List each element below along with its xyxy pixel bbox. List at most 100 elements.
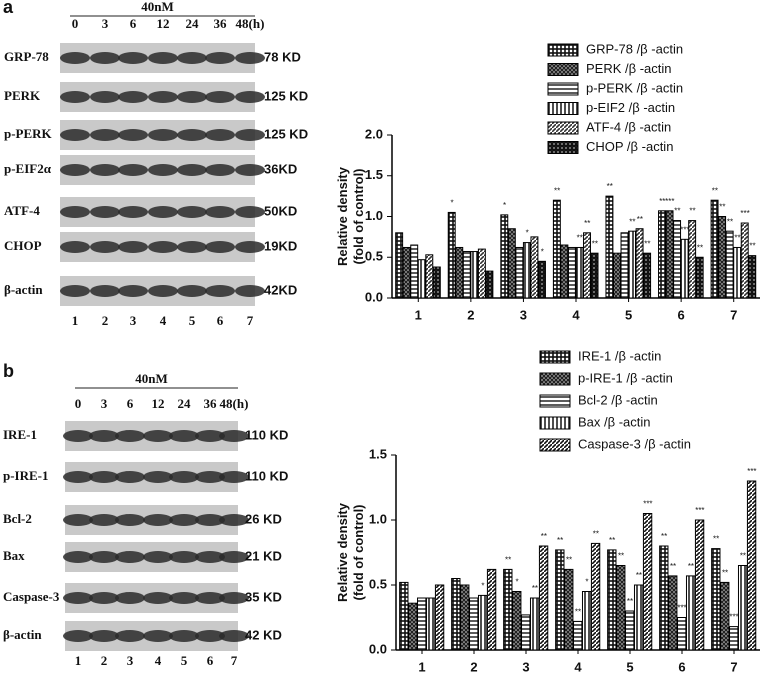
blot-band (169, 630, 199, 642)
legend-label: PERK /β -actin (586, 61, 672, 76)
legend-label: p-PERK /β -actin (586, 80, 683, 95)
y-tick-label: 0.5 (369, 576, 387, 591)
lane-label: 2 (101, 653, 108, 668)
blot-band (118, 164, 148, 176)
panel-label: a (3, 0, 14, 17)
blot-band (177, 164, 207, 176)
significance: ** (629, 217, 635, 226)
legend-swatch (547, 121, 579, 135)
x-tick-label: 4 (574, 659, 582, 672)
bar (605, 195, 614, 299)
significance: ** (607, 182, 613, 191)
significance: *** (747, 467, 756, 476)
significance: *** (729, 613, 738, 622)
bar (659, 545, 669, 651)
blot-band (235, 52, 265, 64)
blot-band (63, 630, 93, 642)
protein-name: Bcl-2 (3, 511, 32, 526)
protein-name: PERK (4, 88, 41, 103)
legend-swatch (547, 63, 579, 76)
significance: ** (505, 556, 511, 565)
time-label: 3 (102, 16, 109, 31)
protein-size: 35 KD (245, 589, 282, 604)
blot-band (235, 206, 265, 218)
legend-swatch (539, 438, 571, 452)
time-label: 0 (72, 16, 79, 31)
bar (515, 246, 524, 299)
protein-size: 19KD (264, 238, 297, 253)
bar (710, 199, 719, 299)
bar (432, 266, 441, 299)
blot-band (169, 551, 199, 563)
significance: ** (661, 532, 667, 541)
blot-band (118, 129, 148, 141)
lane-label: 4 (155, 653, 162, 668)
blot-band (115, 514, 145, 526)
significance: ** (659, 197, 665, 206)
blot-band (205, 91, 235, 103)
significance: * (515, 578, 518, 587)
blot-band (177, 285, 207, 297)
protein-name: ATF-4 (4, 203, 40, 218)
blot-band (195, 430, 225, 442)
x-tick-label: 4 (572, 307, 580, 322)
y-axis-label: Relative density(fold of control) (335, 166, 366, 266)
time-label: 0 (75, 396, 82, 411)
significance: ** (593, 530, 599, 539)
significance: ** (618, 552, 624, 561)
blot-band (60, 91, 90, 103)
bar (425, 597, 436, 651)
legend-label: Bax /β -actin (578, 414, 651, 429)
significance: *** (680, 225, 689, 234)
legend-swatch (547, 102, 579, 115)
blot-band (115, 630, 145, 642)
bar (725, 230, 734, 299)
bar (573, 620, 583, 651)
bar (581, 591, 592, 651)
blot-band (118, 91, 148, 103)
significance: ** (674, 207, 680, 216)
blot-band (143, 471, 173, 483)
blot-band (143, 592, 173, 604)
time-label: 6 (130, 16, 137, 31)
y-axis-label: Relative density(fold of control) (335, 502, 366, 602)
bar (668, 575, 678, 651)
significance: ** (722, 569, 728, 578)
blot-band (143, 630, 173, 642)
x-tick-label: 5 (626, 659, 633, 672)
blot-band (235, 164, 265, 176)
protein-name: p-EIF2α (4, 161, 52, 176)
protein-size: 110 KD (245, 427, 288, 442)
blot-band (89, 430, 119, 442)
bar (417, 259, 426, 299)
blot-band (60, 164, 90, 176)
protein-name: CHOP (4, 238, 42, 253)
bar (395, 232, 404, 299)
blot-band (115, 430, 145, 442)
bar (620, 232, 629, 299)
blot-band (235, 91, 265, 103)
lane-label: 6 (217, 313, 224, 328)
y-tick-label: 0.5 (365, 249, 383, 264)
blot-band (115, 471, 145, 483)
blot-band (143, 514, 173, 526)
protein-size: 36KD (264, 161, 297, 176)
blot-band (63, 592, 93, 604)
blot-band (60, 129, 90, 141)
bar (462, 251, 471, 299)
lane-label: 1 (75, 653, 82, 668)
significance: * (585, 578, 588, 587)
x-tick-label: 1 (415, 307, 422, 322)
lane-label: 1 (72, 313, 79, 328)
blot-band (143, 551, 173, 563)
time-label: 48(h) (236, 16, 265, 31)
bar (410, 244, 419, 299)
significance: ** (636, 571, 642, 580)
bar (538, 545, 549, 651)
blot-band (195, 592, 225, 604)
bar (746, 480, 757, 651)
time-label: 6 (127, 396, 134, 411)
significance: ** (609, 536, 615, 545)
bar (402, 246, 411, 299)
time-label: 12 (157, 16, 170, 31)
